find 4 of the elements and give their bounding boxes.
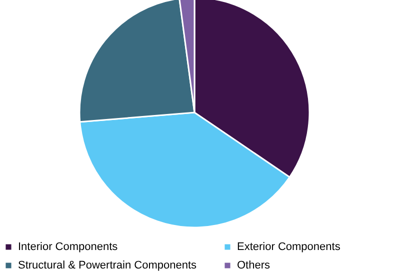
legend-label: Exterior Components <box>237 240 341 253</box>
legend-label: Others <box>237 260 271 272</box>
legend-label: Interior Components <box>18 240 118 253</box>
legend-label: Structural & Powertrain Components <box>18 260 198 272</box>
